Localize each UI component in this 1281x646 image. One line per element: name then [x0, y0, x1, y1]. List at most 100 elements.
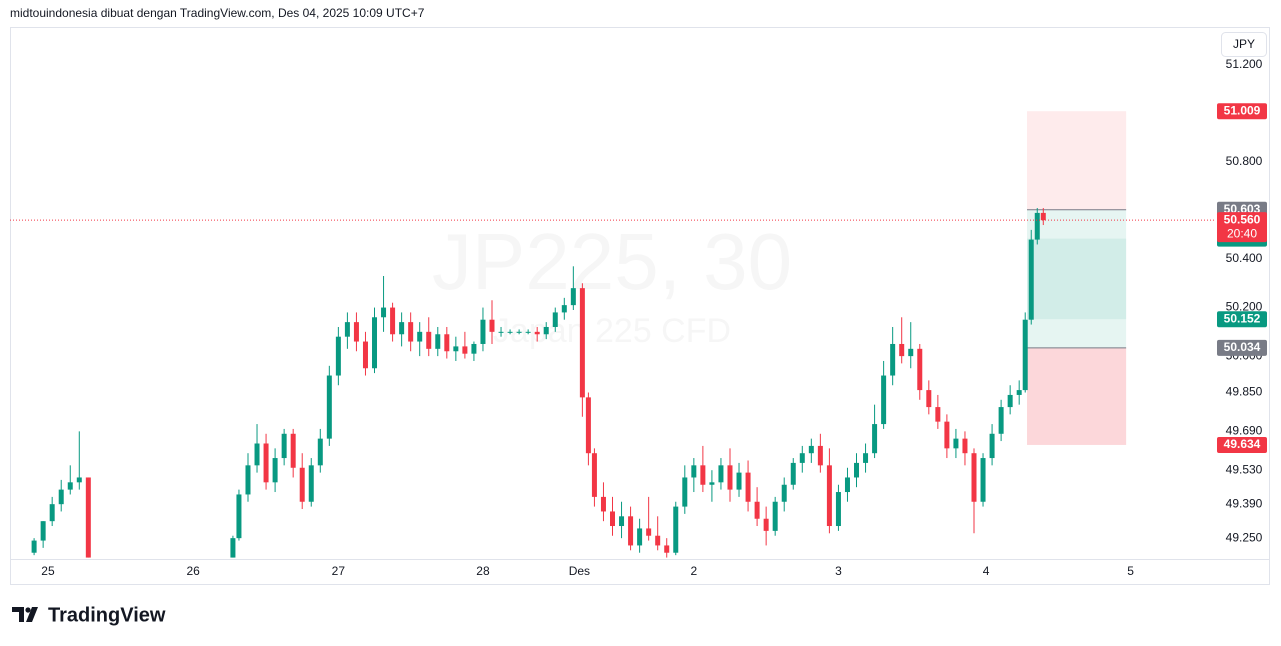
candle-body: [552, 312, 558, 327]
candle-body: [417, 331, 423, 342]
y-tick-label: 49.390: [1226, 496, 1263, 510]
candle-body: [998, 407, 1004, 434]
candle-body: [881, 375, 887, 425]
footer-brand: TradingView: [48, 604, 166, 626]
level-label-bg: [1217, 436, 1267, 453]
candle-body: [1028, 239, 1034, 320]
level-label: 51.009: [1224, 103, 1261, 117]
position-zone: [1027, 319, 1127, 348]
candle-body: [236, 494, 242, 539]
candle-body: [317, 438, 323, 466]
x-tick-label: 4: [983, 564, 990, 578]
currency-button[interactable]: [1221, 32, 1267, 57]
candle-body: [664, 545, 670, 553]
candle-body: [1034, 212, 1040, 240]
candle-body: [480, 319, 486, 344]
position-zone: [1027, 111, 1127, 210]
last-price-label: 50.560: [1224, 212, 1261, 226]
logo-mark: [26, 607, 38, 622]
candle-body: [426, 331, 432, 349]
candle-body: [390, 307, 396, 335]
candle-body: [700, 465, 706, 485]
candle-body: [989, 433, 995, 459]
watermark-subtitle: Japan 225 CFD: [493, 312, 731, 350]
watermark: JP225, 30: [432, 217, 792, 306]
position-zone: [1027, 238, 1127, 320]
candle-body: [49, 504, 55, 522]
candle-body: [917, 348, 923, 391]
y-tick-label: 50.800: [1226, 154, 1263, 168]
candle-body: [890, 343, 896, 376]
y-tick-label: 49.250: [1226, 530, 1263, 544]
candle-body: [335, 336, 341, 376]
candle-body: [718, 465, 724, 483]
candle-body: [619, 516, 625, 527]
logo-mark: [12, 607, 24, 622]
candle-body: [58, 489, 64, 505]
candle-body: [962, 438, 968, 454]
candle-body: [727, 465, 733, 490]
candle-body: [570, 288, 576, 306]
x-tick-label: 3: [835, 564, 842, 578]
candle-body: [489, 319, 495, 332]
candle-body: [591, 453, 597, 497]
candle-body: [31, 540, 37, 553]
level-label-bg: [1217, 339, 1267, 356]
position-zone: [1027, 347, 1127, 445]
candle-body: [263, 443, 269, 483]
candle-body: [579, 288, 585, 398]
candle-body: [516, 331, 522, 333]
x-tick-label: 25: [41, 564, 55, 578]
candle-body: [817, 445, 823, 466]
candle-body: [362, 341, 368, 369]
y-tick-label: 49.530: [1226, 462, 1263, 476]
candle-body: [453, 346, 459, 352]
y-tick-label: 51.200: [1226, 57, 1263, 71]
candle-body: [534, 331, 540, 335]
candle-body: [381, 307, 387, 318]
logo: TradingView: [12, 604, 166, 626]
candle-body: [772, 501, 778, 531]
candle-body: [673, 506, 679, 553]
price-axis: 51.20050.80050.40050.20050.00049.85049.6…: [1226, 57, 1263, 544]
candle-body: [610, 511, 615, 527]
header: midtouindonesia dibuat dengan TradingVie…: [10, 6, 425, 20]
candle-body: [281, 433, 287, 459]
candle-body: [935, 407, 941, 422]
candle-body: [980, 458, 986, 502]
candle-body: [1040, 212, 1046, 221]
candle-body: [754, 501, 760, 519]
candle-body: [854, 462, 860, 478]
y-tick-label: 50.400: [1226, 251, 1263, 265]
x-tick-label: 26: [186, 564, 200, 578]
candle-body: [326, 375, 332, 439]
level-label: 50.152: [1224, 311, 1261, 325]
x-tick-label: Des: [569, 564, 590, 578]
candle-body: [1016, 390, 1022, 395]
candle-body: [353, 322, 359, 342]
candle-body: [971, 453, 977, 502]
candle-body: [67, 482, 73, 490]
candle-body: [844, 477, 850, 493]
candle-body: [872, 424, 878, 454]
candle-body: [507, 331, 513, 333]
candle-body: [863, 453, 869, 463]
level-label-bg: [1217, 103, 1267, 120]
candle-body: [736, 472, 742, 490]
last-price-label-bg: [1217, 212, 1267, 243]
currency[interactable]: JPY: [1233, 37, 1255, 51]
candle-body: [444, 334, 450, 352]
position-tool: [1027, 111, 1127, 445]
candle-body: [781, 484, 787, 502]
candle-body: [498, 331, 504, 333]
candle-body: [899, 343, 905, 357]
chart-frame: [10, 27, 1270, 585]
x-tick-label: 2: [690, 564, 697, 578]
candle-body: [462, 346, 468, 354]
x-tick-label: 27: [332, 564, 346, 578]
logo-dot: [25, 607, 31, 613]
candle-body: [525, 331, 531, 333]
candle-body: [290, 433, 296, 468]
candle-body: [826, 465, 832, 527]
